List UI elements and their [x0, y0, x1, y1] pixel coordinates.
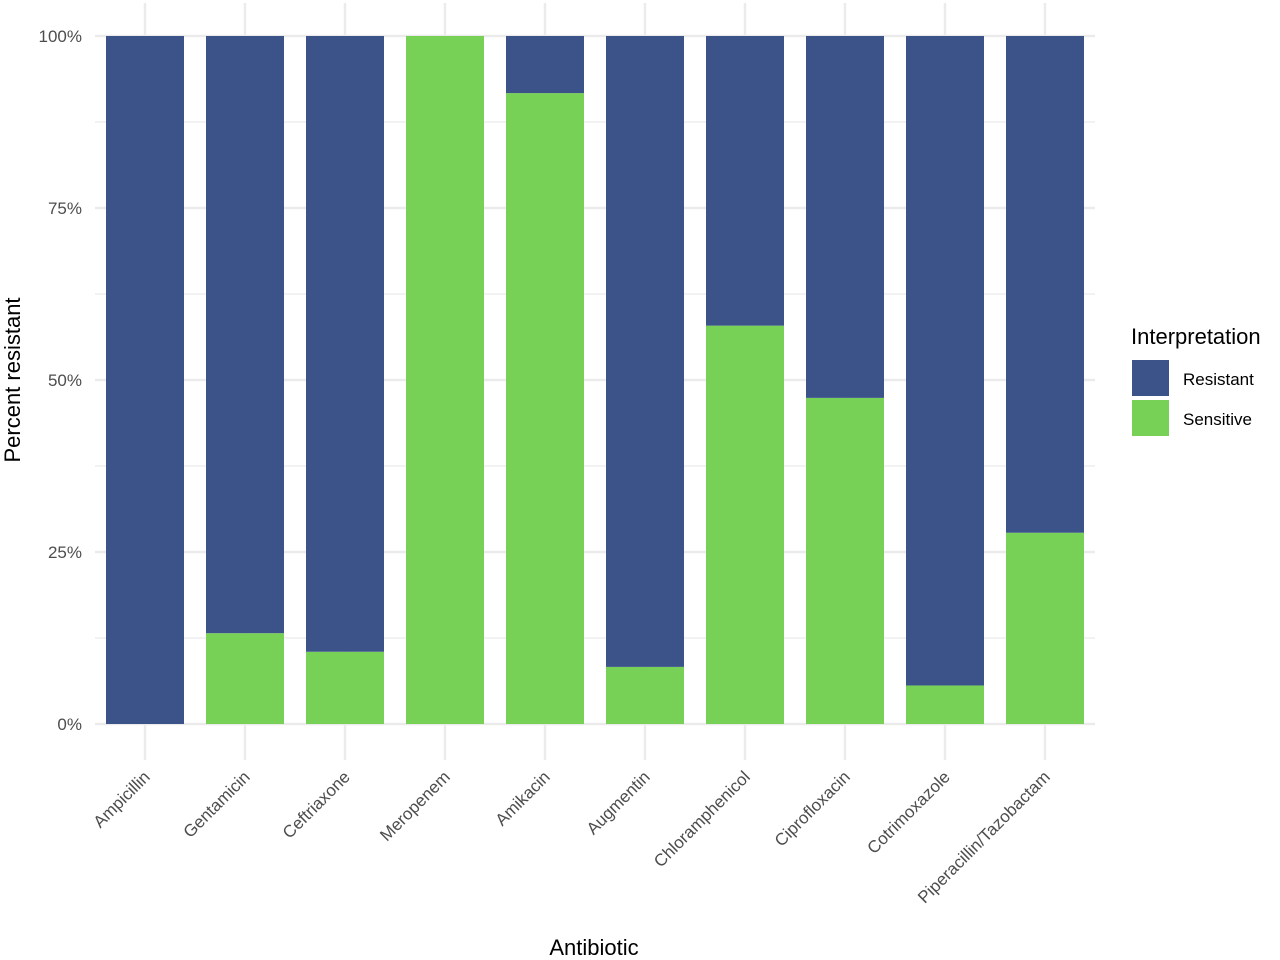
- x-tick-label: Ceftriaxone: [279, 767, 354, 842]
- legend-swatch-sensitive: [1132, 400, 1169, 436]
- bar-resistant-piperacillin-tazobactam: [1006, 36, 1084, 533]
- bar-resistant-amikacin: [506, 36, 584, 94]
- legend: Interpretation Resistant Sensitive: [1131, 324, 1261, 436]
- bar-resistant-gentamicin: [206, 36, 284, 634]
- x-tick-label: Meropenem: [376, 767, 454, 845]
- x-tick-label: Ciprofloxacin: [771, 767, 854, 850]
- legend-swatch-resistant: [1132, 360, 1169, 396]
- bar-resistant-ceftriaxone: [306, 36, 384, 652]
- bar-sensitive-gentamicin: [206, 633, 284, 724]
- bar-resistant-ciprofloxacin: [806, 36, 884, 398]
- legend-title: Interpretation: [1131, 324, 1261, 349]
- bar-resistant-chloramphenicol: [706, 36, 784, 326]
- bar-stacks: [106, 36, 1084, 724]
- bar-resistant-cotrimoxazole: [906, 36, 984, 686]
- y-tick-label: 75%: [48, 199, 82, 218]
- y-axis-title: Percent resistant: [0, 297, 25, 462]
- y-tick-label: 50%: [48, 371, 82, 390]
- bar-sensitive-chloramphenicol: [706, 325, 784, 724]
- x-tick-label: Gentamicin: [180, 767, 254, 841]
- bar-sensitive-meropenem: [406, 36, 484, 724]
- y-tick-label: 25%: [48, 543, 82, 562]
- x-tick-label: Chloramphenicol: [650, 767, 754, 871]
- x-tick-label: Augmentin: [583, 767, 654, 838]
- bar-sensitive-ceftriaxone: [306, 651, 384, 724]
- x-tick-label: Ampicillin: [90, 767, 154, 831]
- y-tick-label: 0%: [57, 715, 82, 734]
- y-tick-label: 100%: [39, 27, 82, 46]
- x-tick-label: Cotrimoxazole: [864, 767, 954, 857]
- bar-sensitive-piperacillin-tazobactam: [1006, 532, 1084, 724]
- y-axis-ticks: 0% 25% 50% 75% 100%: [39, 27, 82, 734]
- legend-entries: Resistant Sensitive: [1132, 360, 1254, 436]
- legend-label-sensitive: Sensitive: [1183, 410, 1252, 429]
- bar-sensitive-amikacin: [506, 93, 584, 724]
- bar-resistant-augmentin: [606, 36, 684, 667]
- bar-sensitive-cotrimoxazole: [906, 685, 984, 724]
- x-axis-ticks: Ampicillin Gentamicin Ceftriaxone Meropenem…: [90, 767, 1054, 907]
- bar-sensitive-augmentin: [606, 666, 684, 724]
- bar-sensitive-ciprofloxacin: [806, 397, 884, 724]
- bar-resistant-ampicillin: [106, 36, 184, 724]
- x-axis-title: Antibiotic: [549, 935, 638, 960]
- x-tick-label: Amikacin: [492, 767, 554, 829]
- legend-label-resistant: Resistant: [1183, 370, 1254, 389]
